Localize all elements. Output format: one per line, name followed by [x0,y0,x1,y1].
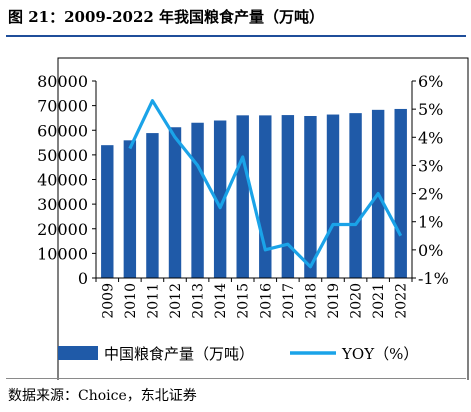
x-tick-label: 2010 [123,283,139,319]
left-tick-label: 30000 [37,195,88,214]
x-tick-label: 2021 [371,283,387,319]
x-tick-label: 2020 [349,283,365,319]
bar [236,115,249,279]
x-tick-label: 2011 [145,283,161,319]
left-tick-label: 0 [78,269,88,288]
bar [101,145,114,278]
x-tick-label: 2019 [326,283,342,319]
bar [394,108,407,278]
bar [123,140,137,278]
chart: 0 10000 20000 30000 40000 50000 60000 70000 8000… [37,57,469,380]
left-tick-label: 60000 [37,121,88,140]
right-tick-label: 2% [418,185,443,204]
legend: 中国粮食产量（万吨） YOY（%） [58,345,418,363]
source-rule [6,378,466,379]
x-axis: 2009 2010 2011 2012 2013 2014 2015 2016 2017 2018… [95,277,413,319]
right-tick-label: 4% [418,128,443,147]
legend-label-line: YOY（%） [341,345,418,363]
x-tick-label: 2014 [213,283,229,319]
right-tick-label: -1% [418,269,449,288]
bar [326,114,340,279]
title-rule [6,35,466,37]
bar [146,133,159,278]
x-tick-label: 2018 [303,283,319,319]
bar [304,115,317,278]
left-tick-label: 10000 [37,244,88,263]
x-tick-label: 2012 [168,283,184,319]
source-note: 数据来源：Choice，东北证券 [8,388,197,404]
bars [101,108,407,279]
legend-label-bar: 中国粮食产量（万吨） [104,345,254,363]
right-tick-label: 3% [418,156,443,175]
plot-frame [57,57,469,380]
left-tick-label: 70000 [37,97,88,116]
left-tick-label: 20000 [37,220,88,239]
left-tick-label: 40000 [37,171,88,190]
bar [259,115,272,279]
right-tick-label: 5% [418,100,443,119]
bar [191,122,204,278]
right-tick-label: 6% [418,72,443,91]
x-tick-label: 2017 [281,283,297,319]
legend-swatch-bar [58,346,98,360]
x-tick-label: 2009 [100,283,116,319]
bar [168,127,182,278]
x-tick-label: 2016 [258,283,274,319]
x-tick-label: 2013 [191,283,207,319]
x-tick-label: 2022 [394,283,410,319]
figure-title: 图 21：2009-2022 年我国粮食产量（万吨） [8,8,325,26]
left-axis: 0 10000 20000 30000 40000 50000 60000 70000 8000… [37,72,97,288]
yoy-series-line [128,99,403,269]
bar [281,115,295,279]
left-tick-label: 50000 [37,146,88,165]
bar [349,113,362,279]
right-axis: -1% 0% 1% 2% 3% 4% 5% 6% [411,72,449,288]
left-tick-label: 80000 [37,72,88,91]
bar [213,120,227,278]
right-tick-label: 1% [418,213,443,232]
yoy-line [128,99,403,269]
x-tick-label: 2015 [236,283,252,319]
right-tick-label: 0% [418,241,443,260]
